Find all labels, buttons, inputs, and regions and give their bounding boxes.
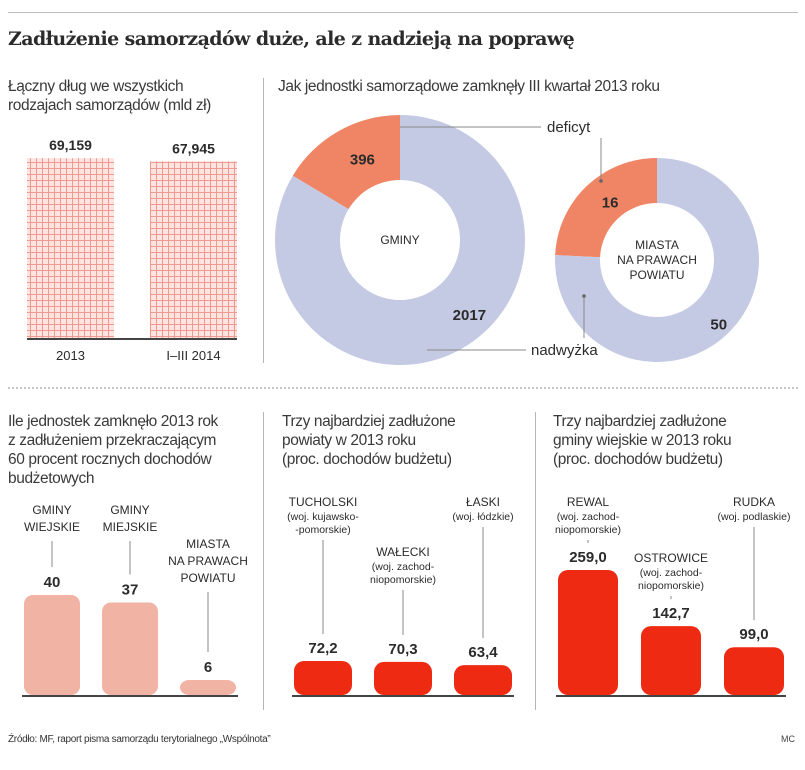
red-bar [294,661,352,695]
surplus-legend-label: nadwyżka [531,342,598,359]
red-bar [558,570,618,695]
donut-chart-title: Jak jednostki samorządowe zamknęły III k… [278,78,660,95]
bar-category-region: niopomorskie) [370,574,436,586]
bar-category-region: (woj. zachod- [640,567,703,579]
bar-category-region: (woj. zachod- [557,511,620,523]
bar-category-name: WAŁECKI [376,545,430,559]
over60-title-line: 60 procent rocznych dochodów [8,451,212,468]
page-title: Zadłużenie samorządów duże, ale z nadzie… [8,28,575,50]
bar-category-region: (woj. podlaskie) [718,511,791,523]
over60-value-label: 40 [44,574,61,591]
debt-value-label: 69,159 [49,137,92,153]
donut-slice-deficit [292,115,400,210]
panel-divider [263,78,264,363]
over60-category-label: MIASTA [186,537,230,551]
powiaty-title-line: Trzy najbardziej zadłużone [282,413,456,430]
over60-title-line: Ile jednostek zamknęło 2013 rok [8,413,218,430]
donut-center-label: GMINY [380,233,419,247]
leader-dot [599,179,603,183]
over60-category-label: MIEJSKIE [103,520,158,534]
bar-category-region: (woj. łódzkie) [452,511,513,523]
powiaty-title-line: (proc. dochodów budżetu) [282,451,452,468]
red-bar [641,626,701,695]
donut-slice-deficit [555,158,657,258]
bar-category-region: -pomorskie) [295,524,350,536]
red-bar [724,647,784,695]
debt-title-line: Łączny dług we wszystkich [8,78,184,95]
bar-category-region: niopomorskie) [555,524,621,536]
debt-value-label: 67,945 [172,140,215,156]
donut-center-label: NA PRAWACH [617,253,697,267]
bar-category-name: RUDKA [733,495,775,509]
red-bar [454,665,512,695]
bar-value-label: 70,3 [388,641,417,658]
bar-value-label: 259,0 [569,549,607,566]
donut-center-label: POWIATU [629,268,684,282]
bar-value-label: 72,2 [308,640,337,657]
debt-bar-chart: 69,159 2013 67,945 I–III 2014 [27,137,237,363]
surplus-value-label: 50 [710,316,727,333]
powiaty-bar-chart: 72,2 TUCHOLSKI (woj. kujawsko--pomorskie) 7… [287,495,514,697]
donut-center-label: MIASTA [635,238,679,252]
deficit-value-label: 396 [350,152,375,169]
gminy-chart-title: Trzy najbardziej zadłużone gminy wiejski… [553,412,732,469]
gminy-title-line: gminy wiejskie w 2013 roku [553,432,732,449]
bar-category-region: (woj. zachod- [372,561,435,573]
over60-category-label: POWIATU [180,571,235,585]
bar-value-label: 63,4 [468,644,498,661]
bar-category-region: (woj. kujawsko- [287,511,359,523]
over60-value-label: 37 [122,582,139,599]
over60-bar [24,595,80,695]
section-divider [8,387,798,389]
top-rule [8,12,798,13]
deficit-legend-label: deficyt [547,119,591,136]
author-initials: MC [781,734,795,744]
gminy-title-line: Trzy najbardziej zadłużone [553,413,727,430]
red-bar [374,661,432,695]
debt-category-label: I–III 2014 [166,348,220,363]
over60-title-line: z zadłużeniem przekraczającym [8,432,217,449]
gminy-bar-chart: 259,0 REWAL (woj. zachod-niopomorskie) 142,… [555,495,791,697]
powiaty-title-line: powiaty w 2013 roku [282,432,416,449]
over60-value-label: 6 [204,659,212,676]
debt-category-label: 2013 [56,348,85,363]
powiaty-chart-title: Trzy najbardziej zadłużone powiaty w 201… [282,412,456,469]
bar-category-name: REWAL [567,495,610,509]
gminy-title-line: (proc. dochodów budżetu) [553,451,723,468]
over60-bar [180,680,236,695]
bar-category-name: OSTROWICE [634,551,708,565]
source-note: Źródło: MF, raport pisma samorządu teryt… [8,734,271,745]
over60-chart-title: Ile jednostek zamknęło 2013 rok z zadłuż… [8,412,218,488]
deficit-value-label: 16 [602,194,619,211]
bar-category-region: niopomorskie) [638,580,704,592]
debt-bar [150,161,237,338]
debt-bar [27,158,114,338]
over60-category-label: WIEJSKIE [24,520,80,534]
over60-category-label: GMINY [32,503,71,517]
panel-divider [263,412,264,710]
bar-value-label: 99,0 [739,626,768,643]
over60-category-label: NA PRAWACH [168,554,248,568]
bar-value-label: 142,7 [652,605,690,622]
debt-chart-title: Łączny dług we wszystkich rodzajach samo… [8,77,211,115]
donut-slice-surplus [275,115,525,365]
over60-category-label: GMINY [110,503,149,517]
over60-title-line: budżetowych [8,470,95,487]
panel-divider [535,412,536,710]
leader-dot [582,294,586,298]
debt-title-line: rodzajach samorządów (mld zł) [8,97,211,114]
over60-bar [102,602,158,695]
bar-category-name: ŁASKI [466,495,500,509]
over60-bar-chart: 40 GMINY WIEJSKIE 37 GMINY MIEJSKIE 6 MIASTA NA … [22,503,248,697]
bar-category-name: TUCHOLSKI [289,495,358,509]
donut-slice-surplus [555,158,759,362]
surplus-value-label: 2017 [453,307,486,324]
